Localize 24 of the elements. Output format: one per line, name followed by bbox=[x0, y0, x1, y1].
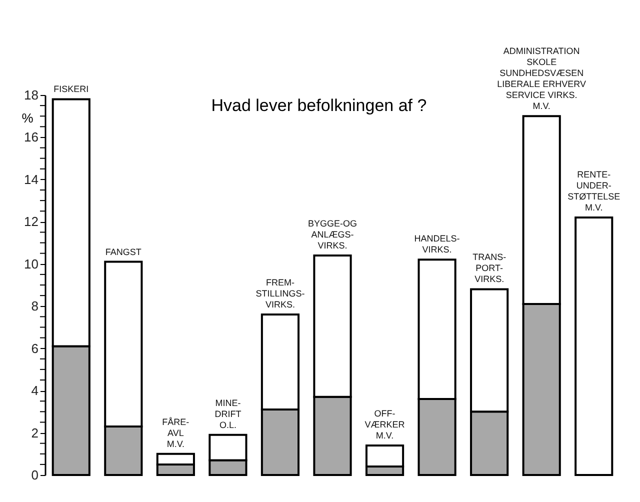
x-tick-label: FISKERI bbox=[54, 84, 89, 94]
x-tick-label: HANDELS- VIRKS. bbox=[414, 234, 460, 255]
y-tick-label: 2 bbox=[31, 425, 38, 440]
y-tick-label: 6 bbox=[31, 340, 38, 356]
x-tick-label: RENTE- UNDER- STØTTELSE M.V. bbox=[568, 169, 620, 212]
x-tick-label: MINE- DRIFT O.L. bbox=[214, 398, 242, 430]
y-tick-label: 10 bbox=[24, 256, 38, 272]
x-tick-label: TRANS- PORT- VIRKS. bbox=[472, 252, 506, 284]
y-tick-label: 18 bbox=[24, 88, 38, 102]
bar bbox=[574, 216, 614, 476]
x-tick-label: OFF- VÆRKER M.V. bbox=[364, 408, 406, 440]
y-tick-label: 8 bbox=[31, 298, 38, 314]
y-tick-label: 12 bbox=[24, 214, 38, 230]
chart-title: Hvad lever befolkningen af ? bbox=[211, 96, 427, 116]
y-axis-title: % bbox=[22, 110, 34, 126]
y-tick-label: 4 bbox=[31, 383, 38, 398]
y-tick-label: 0 bbox=[31, 468, 38, 482]
y-tick-label: 14 bbox=[24, 172, 38, 187]
y-tick-label: 16 bbox=[24, 130, 38, 145]
x-tick-label: FÅRE- AVL M.V. bbox=[162, 416, 190, 449]
x-tick-label: ADMINISTRATION SKOLE SUNDHEDSVÆSEN LIBERALE ERHVERV SERVICE VIRKS. M.V. bbox=[497, 46, 586, 112]
x-tick-label: BYGGE-OG ANLÆGS- VIRKS. bbox=[308, 218, 358, 250]
x-tick-label: FREM- STILLINGS- VIRKS. bbox=[256, 278, 305, 310]
x-tick-label: FANGST bbox=[105, 246, 142, 257]
